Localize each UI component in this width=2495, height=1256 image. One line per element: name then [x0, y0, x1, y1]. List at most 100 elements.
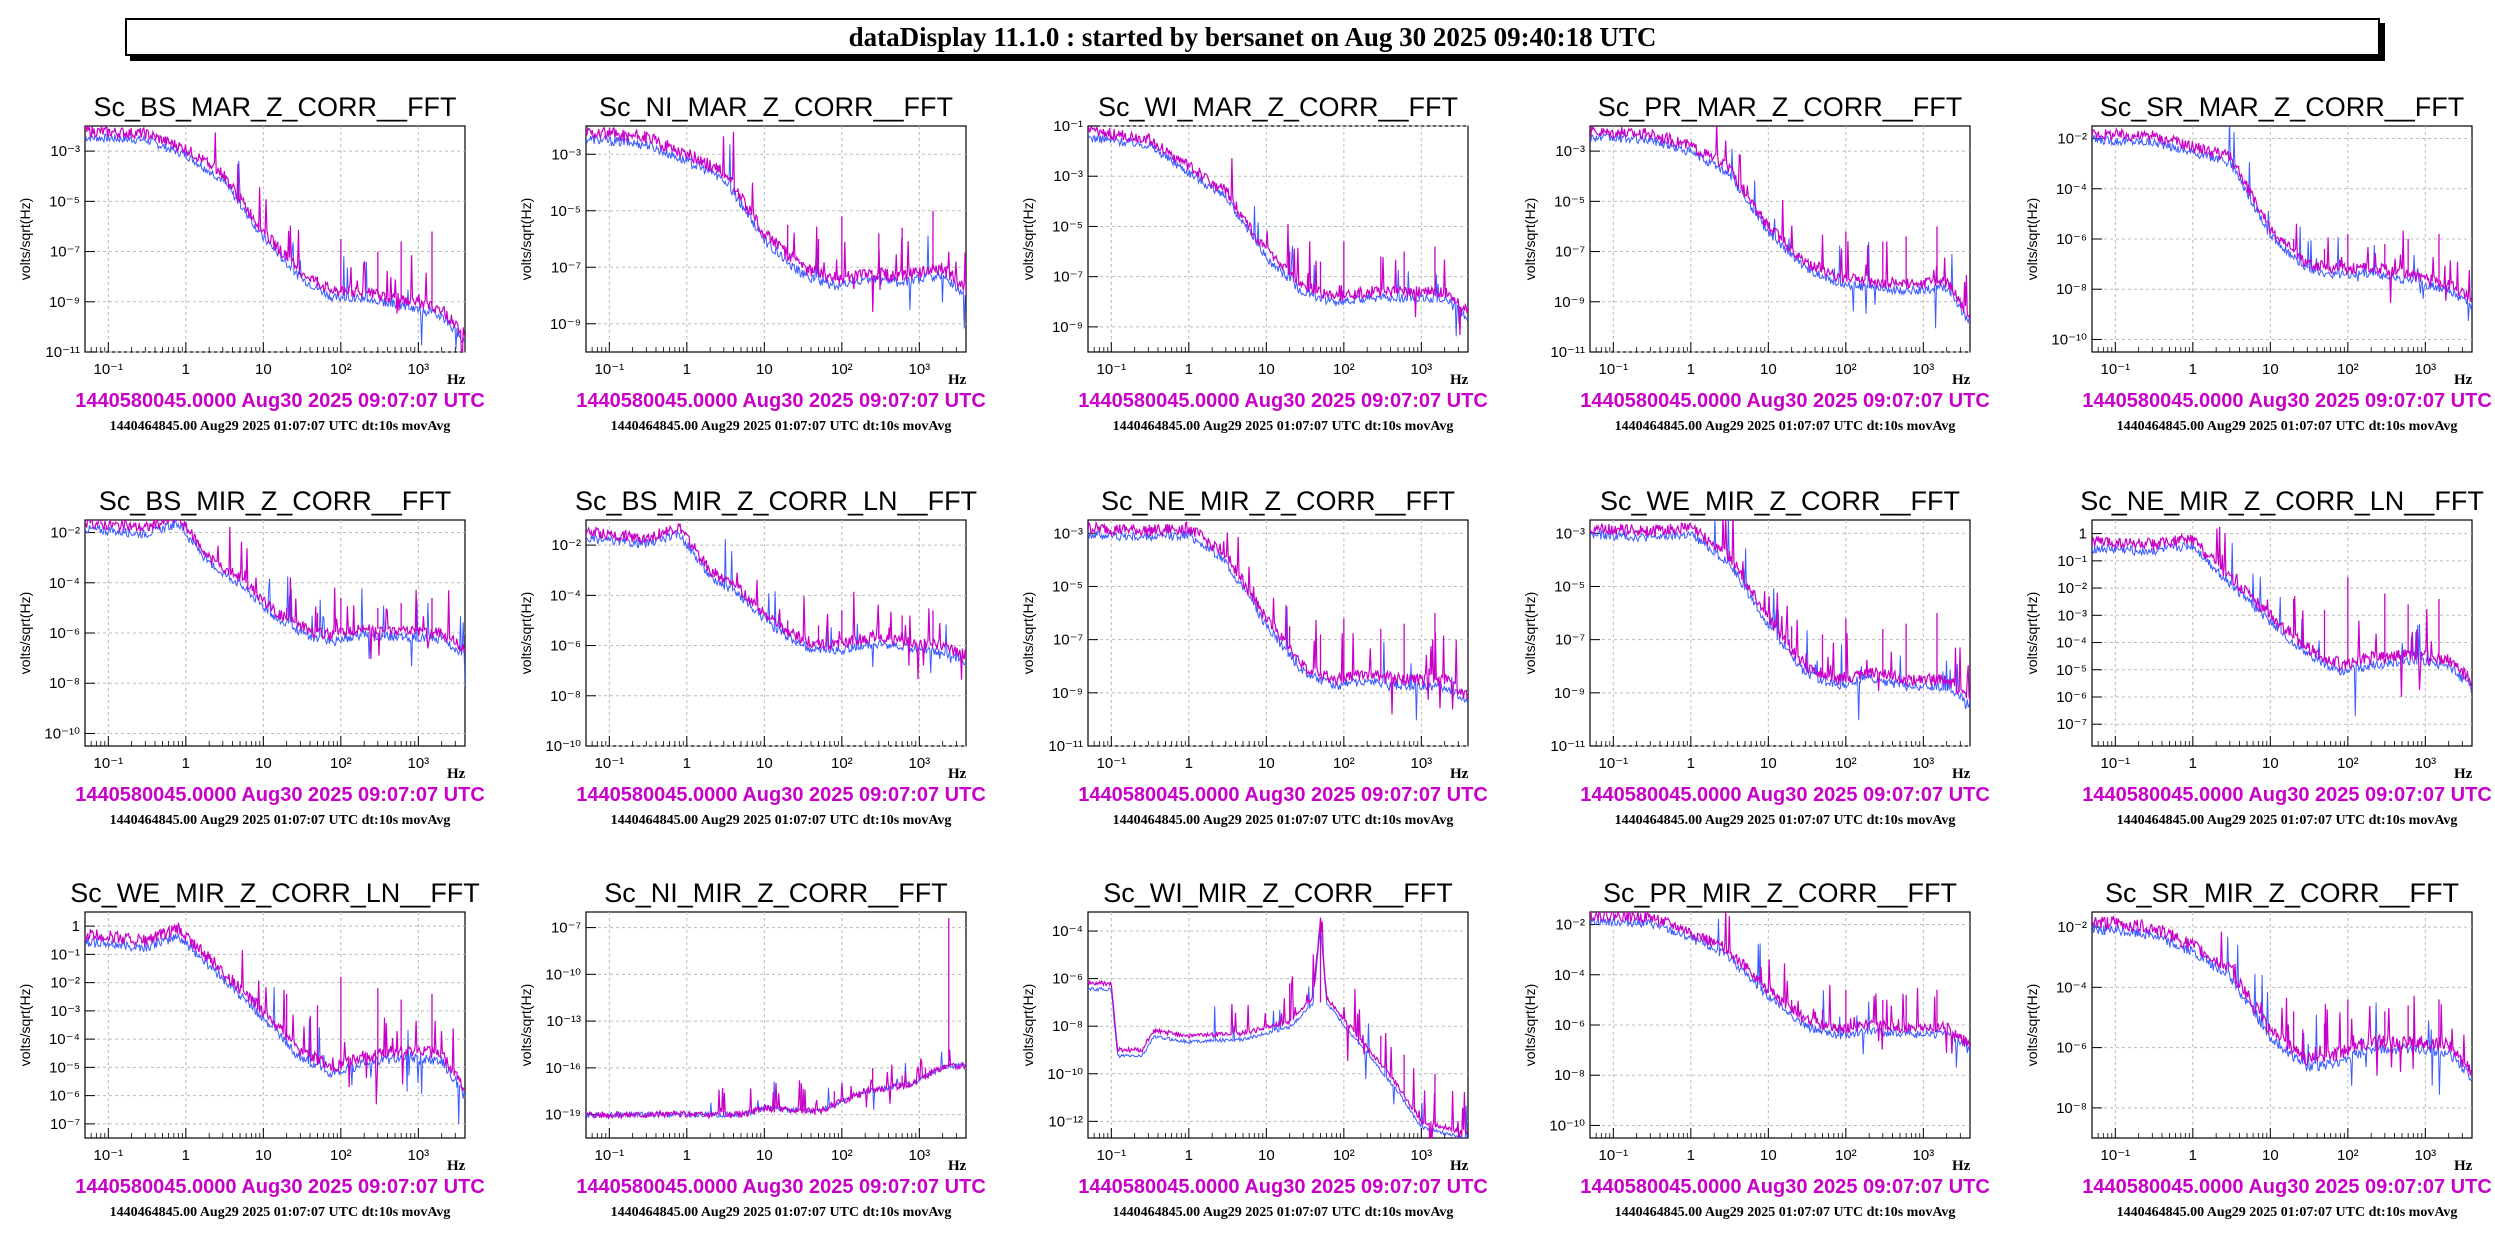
series-line-reference — [1590, 126, 1970, 320]
timestamp-current: 1440580045.0000 Aug30 2025 09:07:07 UTC — [1580, 784, 1990, 806]
y-tick-label: 10⁻⁷ — [50, 1116, 80, 1133]
y-tick-label: 10⁻² — [1555, 917, 1585, 934]
y-tick-label: 10⁻² — [551, 537, 581, 554]
y-axis-title: volts/sqrt(Hz) — [2024, 984, 2040, 1066]
y-tick-label: 10⁻⁸ — [2056, 281, 2087, 298]
y-tick-label: 10⁻¹⁰ — [44, 725, 80, 742]
series-line-current — [2092, 126, 2472, 322]
y-tick-label: 10⁻⁵ — [1052, 578, 1083, 595]
x-tick-label: 10² — [330, 1147, 352, 1164]
x-tick-label: 10 — [1258, 755, 1275, 772]
y-axis-title: volts/sqrt(Hz) — [2024, 592, 2040, 674]
panel-title: Sc_WI_MAR_Z_CORR__FFT — [1098, 92, 1458, 122]
y-tick-label: 10⁻¹⁶ — [545, 1060, 581, 1077]
x-axis-unit: Hz — [948, 372, 967, 388]
y-axis-title: volts/sqrt(Hz) — [1522, 592, 1538, 674]
x-tick-label: 10² — [1835, 1147, 1857, 1164]
plot-frame — [585, 911, 967, 1139]
x-tick-label: 10 — [756, 1147, 773, 1164]
series-line-current — [1088, 925, 1468, 1138]
spectrum-panel: Sc_SR_MAR_Z_CORR__FFT 10⁻¹ 1 10 10² 10³ 10⁻² 10… — [2024, 92, 2492, 434]
y-axis-title: volts/sqrt(Hz) — [17, 592, 33, 674]
y-axis-title: volts/sqrt(Hz) — [1020, 198, 1036, 280]
y-tick-label: 10⁻¹ — [50, 946, 80, 963]
x-axis-unit: Hz — [1450, 1158, 1469, 1174]
x-tick-label: 10⁻¹ — [94, 755, 124, 772]
y-tick-label: 10⁻⁹ — [550, 316, 581, 333]
series-line-current — [85, 133, 465, 350]
panel-title: Sc_BS_MIR_Z_CORR_LN__FFT — [575, 486, 977, 516]
x-tick-label: 10² — [2337, 1147, 2359, 1164]
spectrum-panel: Sc_PR_MAR_Z_CORR__FFT 10⁻¹ 1 10 10² 10³ 10⁻³ 10… — [1522, 92, 1990, 434]
y-tick-label: 10⁻¹⁰ — [545, 966, 581, 983]
y-tick-label: 10⁻² — [2057, 919, 2087, 936]
spectrum-panel: Sc_BS_MIR_Z_CORR_LN__FFT 10⁻¹ 1 10 10² 10³ 10⁻… — [518, 486, 986, 828]
y-tick-label: 10⁻⁴ — [1554, 967, 1585, 984]
timestamp-current: 1440580045.0000 Aug30 2025 09:07:07 UTC — [576, 390, 986, 412]
x-axis-unit: Hz — [1952, 372, 1971, 388]
x-axis-unit: Hz — [1952, 1158, 1971, 1174]
x-tick-label: 1 — [683, 361, 691, 378]
y-tick-label: 10⁻³ — [1555, 143, 1585, 160]
spectrum-panel: Sc_NI_MAR_Z_CORR__FFT 10⁻¹ 1 10 10² 10³ 10⁻³ 10… — [518, 92, 986, 434]
y-tick-label: 10⁻⁴ — [2056, 979, 2087, 996]
y-tick-label: 10⁻⁴ — [1052, 923, 1083, 940]
y-tick-label: 10⁻⁸ — [1554, 1067, 1585, 1084]
timestamp-reference: 1440464845.00 Aug29 2025 01:07:07 UTC dt… — [2117, 419, 2458, 434]
timestamp-current: 1440580045.0000 Aug30 2025 09:07:07 UTC — [576, 784, 986, 806]
x-tick-label: 1 — [2189, 1147, 2197, 1164]
x-tick-label: 10⁻¹ — [595, 1147, 625, 1164]
spectrum-panel: Sc_SR_MIR_Z_CORR__FFT 10⁻¹ 1 10 10² 10³ 10⁻² 10… — [2024, 878, 2492, 1220]
spectrum-panel: Sc_WI_MIR_Z_CORR__FFT 10⁻¹ 1 10 10² 10³ 10⁻⁴ 10… — [1020, 878, 1488, 1220]
panel-title: Sc_NE_MIR_Z_CORR_LN__FFT — [2080, 486, 2484, 516]
x-tick-label: 10⁻¹ — [94, 361, 124, 378]
spectrum-panel: Sc_WE_MIR_Z_CORR_LN__FFT 10⁻¹ 1 10 10² 10³ 1 10… — [17, 878, 485, 1220]
series-line-current — [2092, 923, 2472, 1095]
x-axis-unit: Hz — [2454, 766, 2473, 782]
plot-frame — [1589, 519, 1971, 747]
y-tick-label: 10⁻¹⁹ — [545, 1107, 581, 1124]
spectrum-panel: Sc_WI_MAR_Z_CORR__FFT 10⁻¹ 1 10 10² 10³ 10⁻¹ 10… — [1020, 92, 1488, 434]
x-tick-label: 10⁻¹ — [2101, 361, 2131, 378]
y-axis-title: volts/sqrt(Hz) — [2024, 198, 2040, 280]
y-tick-label: 10⁻² — [50, 525, 80, 542]
y-tick-label: 10⁻⁶ — [2056, 231, 2087, 248]
y-tick-label: 10⁻⁶ — [49, 625, 80, 642]
x-tick-label: 10⁻¹ — [1097, 1147, 1127, 1164]
x-tick-label: 10³ — [2414, 1147, 2436, 1164]
y-tick-label: 10⁻¹¹ — [1048, 738, 1083, 755]
x-tick-label: 10² — [1333, 755, 1355, 772]
series-line-current — [1590, 520, 1970, 721]
x-axis-unit: Hz — [1450, 766, 1469, 782]
x-tick-label: 10² — [1333, 1147, 1355, 1164]
y-tick-label: 10⁻⁴ — [2056, 181, 2087, 198]
x-tick-label: 10³ — [908, 361, 930, 378]
y-tick-label: 1 — [72, 918, 80, 935]
series-line-current — [586, 134, 966, 329]
x-tick-label: 10 — [1258, 1147, 1275, 1164]
timestamp-reference: 1440464845.00 Aug29 2025 01:07:07 UTC dt… — [1113, 419, 1454, 434]
page-banner: dataDisplay 11.1.0 : started by bersanet… — [125, 18, 2380, 56]
x-axis-unit: Hz — [948, 766, 967, 782]
panel-title: Sc_SR_MAR_Z_CORR__FFT — [2100, 92, 2465, 122]
x-axis-unit: Hz — [447, 1158, 466, 1174]
x-tick-label: 1 — [182, 361, 190, 378]
y-axis-title: volts/sqrt(Hz) — [1020, 592, 1036, 674]
y-tick-label: 10⁻⁵ — [550, 203, 581, 220]
x-tick-label: 10³ — [1912, 755, 1934, 772]
x-tick-label: 10² — [1835, 755, 1857, 772]
y-tick-label: 10⁻¹¹ — [45, 344, 80, 361]
timestamp-reference: 1440464845.00 Aug29 2025 01:07:07 UTC dt… — [110, 419, 451, 434]
y-tick-label: 10⁻⁵ — [1052, 218, 1083, 235]
series-line-reference — [586, 126, 966, 313]
panel-title: Sc_PR_MAR_Z_CORR__FFT — [1598, 92, 1963, 122]
y-tick-label: 10⁻⁹ — [1554, 294, 1585, 311]
x-tick-label: 1 — [683, 755, 691, 772]
timestamp-reference: 1440464845.00 Aug29 2025 01:07:07 UTC dt… — [1615, 419, 1956, 434]
y-tick-label: 10⁻² — [2057, 580, 2087, 597]
y-axis-title: volts/sqrt(Hz) — [518, 198, 534, 280]
spectrum-panel: Sc_NE_MIR_Z_CORR__FFT 10⁻¹ 1 10 10² 10³ 10⁻³ 10… — [1020, 486, 1488, 828]
y-tick-label: 10⁻⁹ — [1052, 685, 1083, 702]
y-axis-title: volts/sqrt(Hz) — [17, 198, 33, 280]
x-tick-label: 10 — [2262, 361, 2279, 378]
